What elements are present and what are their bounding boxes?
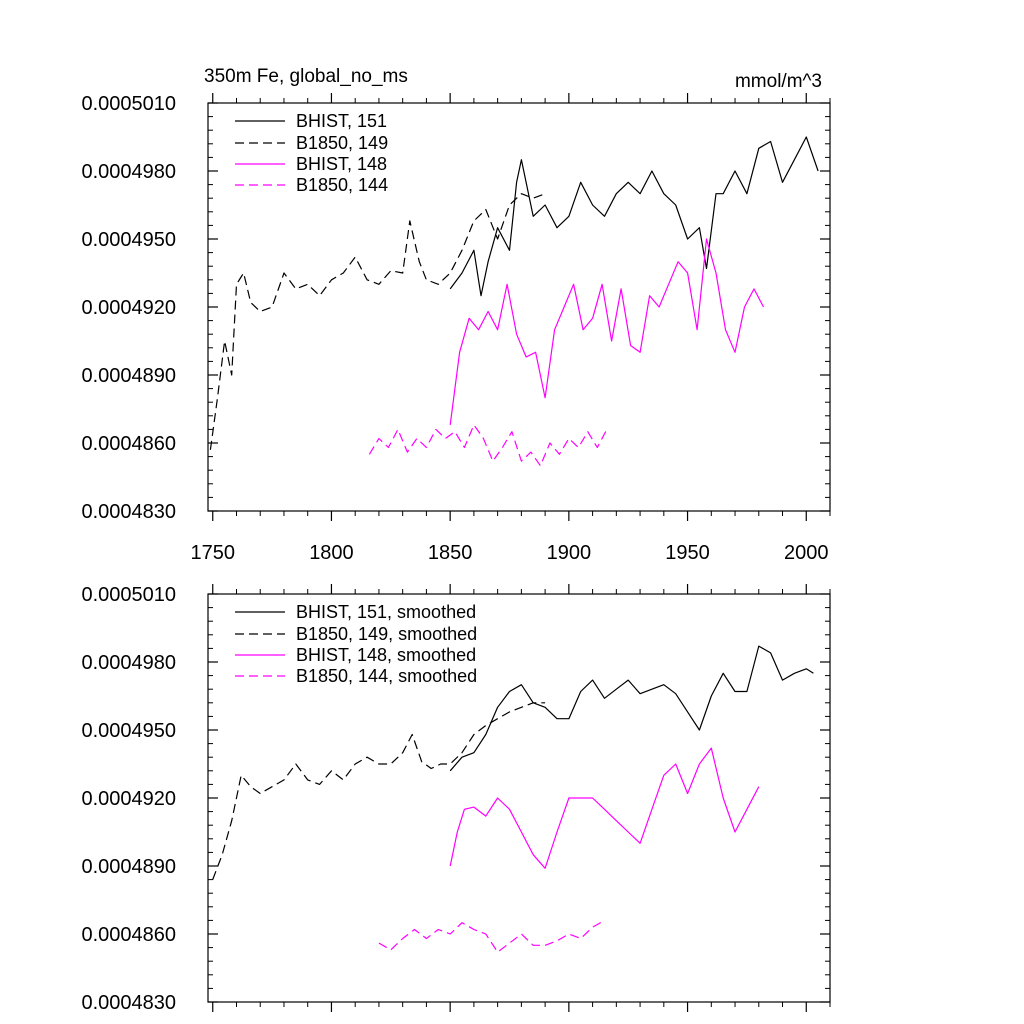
legend-label-b1850-144: B1850, 144 — [296, 175, 388, 195]
legend-label-b1850-149-smoothed: B1850, 149, smoothed — [296, 624, 477, 644]
x-tick-label: 1950 — [665, 542, 710, 564]
series-line-bhist-148-smoothed — [449, 747, 760, 869]
legend-label-bhist-148: BHIST, 148 — [296, 154, 387, 174]
bottom-legend: BHIST, 151, smoothed B1850, 149, smoothe… — [235, 602, 477, 686]
y-tick-label: 0.0004950 — [81, 229, 176, 251]
top-plot-area: 0.0005010 0.0004980 0.0004950 0.0004920 0.00… — [81, 93, 831, 564]
y-tick-label: 0.0004830 — [81, 992, 176, 1014]
x-tick-label: 2000 — [784, 542, 829, 564]
y-tick-label: 0.0004950 — [81, 720, 176, 742]
series-line-bhist-148 — [449, 238, 765, 425]
x-tick-label: 1900 — [547, 542, 592, 564]
legend-label-b1850-144-smoothed: B1850, 144, smoothed — [296, 666, 477, 686]
bottom-plot-area: 0.0005010 0.0004980 0.0004950 0.0004920 0.00… — [81, 584, 831, 1014]
top-legend: BHIST, 151 B1850, 149 BHIST, 148 B1850, … — [235, 111, 388, 195]
series-line-b1850-144-smoothed — [378, 919, 605, 953]
y-tick-label: 0.0004830 — [81, 501, 176, 523]
legend-label-b1850-149: B1850, 149 — [296, 133, 388, 153]
series-line-b1850-144 — [368, 424, 608, 467]
series-line-bhist-151-smoothed — [449, 645, 814, 772]
legend-label-bhist-151-smoothed: BHIST, 151, smoothed — [296, 602, 476, 622]
x-tick-label: 1750 — [190, 542, 235, 564]
legend-label-bhist-151: BHIST, 151 — [296, 111, 387, 131]
panel-title-right: mmol/m^3 — [735, 71, 822, 92]
panel-title-left: 350m Fe, global_no_ms — [204, 66, 408, 87]
y-tick-label: 0.0004890 — [81, 856, 176, 878]
x-tick-label: 1800 — [309, 542, 354, 564]
y-tick-label: 0.0004920 — [81, 297, 176, 319]
y-tick-label: 0.0004980 — [81, 161, 176, 183]
legend-label-bhist-148-smoothed: BHIST, 148, smoothed — [296, 645, 476, 665]
y-tick-label: 0.0004920 — [81, 788, 176, 810]
x-tick-label: 1850 — [428, 542, 473, 564]
bottom-panel: 0.0005010 0.0004980 0.0004950 0.0004920 0.00… — [81, 584, 831, 1014]
series-line-b1850-149-smoothed — [212, 702, 546, 880]
y-tick-label: 0.0005010 — [81, 584, 176, 606]
y-tick-label: 0.0004890 — [81, 365, 176, 387]
series-line-bhist-151 — [449, 136, 819, 297]
y-tick-label: 0.0004860 — [81, 433, 176, 455]
y-tick-label: 0.0004980 — [81, 652, 176, 674]
y-tick-label: 0.0004860 — [81, 924, 176, 946]
y-tick-label: 0.0005010 — [81, 93, 176, 115]
top-panel: 350m Fe, global_no_ms mmol/m^3 0.0005010… — [81, 66, 831, 564]
series-line-b1850-149 — [209, 193, 546, 450]
